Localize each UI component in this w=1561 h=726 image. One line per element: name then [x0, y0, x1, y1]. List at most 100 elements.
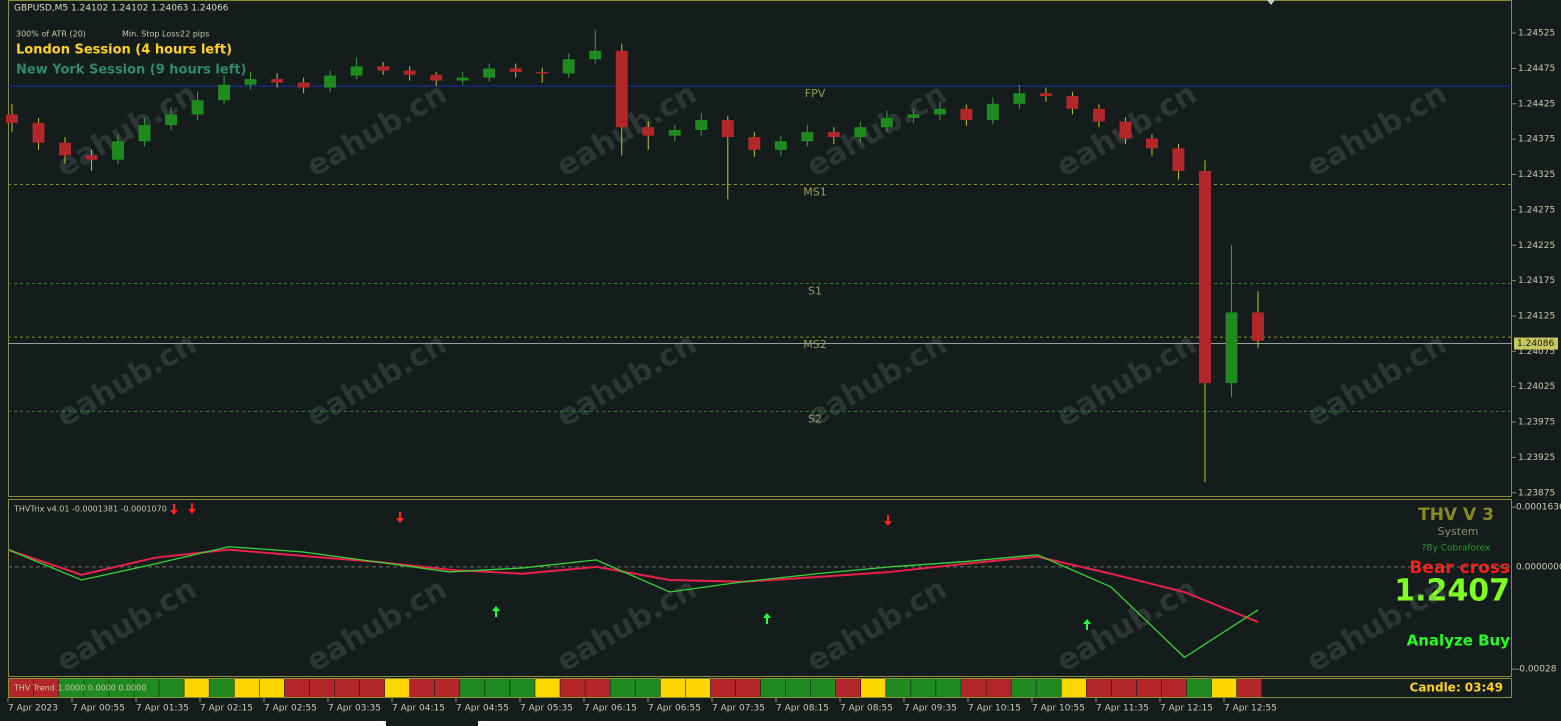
- level-label: S1: [808, 284, 822, 297]
- down-arrows: [170, 503, 892, 526]
- trend-block: [735, 679, 761, 697]
- trend-block: [59, 679, 84, 697]
- candle-body: [403, 70, 416, 75]
- candle-body: [218, 84, 231, 101]
- signal-price: 1.2407: [1394, 574, 1510, 609]
- trend-block: [309, 679, 335, 697]
- trend-block: [1061, 679, 1086, 697]
- y-tick-label: 1.24225: [1518, 241, 1555, 251]
- trend-block: [785, 679, 811, 697]
- trend-block: [560, 679, 585, 697]
- candle-body: [6, 114, 18, 123]
- y-tick-label: 1.23875: [1518, 488, 1555, 498]
- up-arrow: [1083, 619, 1091, 630]
- candle-body: [854, 127, 867, 138]
- trend-block: [435, 679, 460, 697]
- x-tick-label: 7 Apr 04:15: [392, 704, 445, 714]
- x-tick-label: 7 Apr 08:55: [840, 704, 893, 714]
- candle-body: [695, 120, 708, 130]
- trend-block: [886, 679, 911, 697]
- trend-block: [460, 679, 485, 697]
- down-arrow: [188, 503, 196, 514]
- y-tick-label: 1.24275: [1518, 205, 1555, 215]
- candle-body: [960, 108, 973, 121]
- candle-body: [1252, 312, 1264, 341]
- candle-body: [456, 77, 469, 81]
- level-label: MS1: [803, 185, 826, 198]
- analyze: Analyze Buy: [1407, 632, 1511, 650]
- price-label: 1.24086: [1517, 339, 1554, 349]
- signal: Bear cross: [1409, 558, 1510, 578]
- x-tick-label: 7 Apr 10:55: [1032, 704, 1085, 714]
- trend-block: [635, 679, 660, 697]
- trend-block: [810, 679, 836, 697]
- trend-block: [911, 679, 936, 697]
- main-frame: [8, 0, 1512, 497]
- candle-body: [721, 120, 734, 138]
- level-label: MS2: [803, 338, 826, 351]
- candle-body: [748, 137, 761, 150]
- trend-block: [861, 679, 886, 697]
- candle-body: [933, 108, 946, 115]
- x-tick-label: 7 Apr 07:35: [712, 704, 765, 714]
- down-arrow: [396, 512, 404, 523]
- y-tick-label: 1.24025: [1518, 382, 1555, 392]
- candle-body: [1145, 138, 1158, 149]
- trend-block: [585, 679, 610, 697]
- trend-block: [1236, 679, 1262, 697]
- tab-strip[interactable]: [0, 721, 386, 726]
- trend-block: [936, 679, 961, 697]
- x-tick-label: 7 Apr 02:15: [200, 704, 253, 714]
- trend-block: [134, 679, 159, 697]
- tab-strip[interactable]: [478, 721, 1561, 726]
- level-label: FPV: [805, 87, 826, 100]
- candle-body: [244, 79, 257, 85]
- trend-block: [1161, 679, 1187, 697]
- trend-block: [961, 679, 986, 697]
- candle-body: [907, 114, 920, 118]
- trend-block: [284, 679, 310, 697]
- down-arrow: [884, 515, 892, 526]
- x-tick-label: 7 Apr 11:35: [1096, 704, 1149, 714]
- trend-block: [209, 679, 234, 697]
- trend-block: [610, 679, 635, 697]
- trend-block: [1086, 679, 1112, 697]
- newyork-session: New York Session (9 hours left): [16, 63, 247, 78]
- trend-block: [685, 679, 711, 697]
- trend-block: [1036, 679, 1061, 697]
- london-session: London Session (4 hours left): [16, 43, 232, 58]
- up-arrow: [492, 606, 500, 617]
- trend-block: [259, 679, 285, 697]
- y-tick-label: -0.00028: [1516, 665, 1557, 675]
- x-tick-label: 7 Apr 10:15: [968, 704, 1021, 714]
- trend-block: [760, 679, 786, 697]
- y-tick-label: 1.24475: [1518, 64, 1555, 74]
- x-tick-label: 7 Apr 06:55: [648, 704, 701, 714]
- y-tick-label: 0.0001636: [1516, 503, 1561, 513]
- candle-body: [85, 155, 98, 160]
- symbol-title: GBPUSD,M5 1.24102 1.24102 1.24063 1.2406…: [14, 4, 229, 14]
- candle-body: [642, 127, 655, 136]
- x-tick-label: 7 Apr 08:15: [776, 704, 829, 714]
- trend-block: [1136, 679, 1162, 697]
- x-tick-label: 7 Apr 12:55: [1224, 704, 1277, 714]
- x-tick-label: 7 Apr 01:35: [136, 704, 189, 714]
- brand-system: System: [1437, 525, 1478, 538]
- candle-body: [801, 132, 814, 142]
- trend-block: [1186, 679, 1212, 697]
- trend-block: [34, 679, 59, 697]
- stop-label: Min. Stop Loss:: [122, 30, 182, 39]
- x-tick-label: 7 Apr 03:35: [328, 704, 381, 714]
- y-tick-label: 1.24175: [1518, 276, 1555, 286]
- candle-body: [59, 142, 71, 156]
- candle-body: [615, 50, 628, 128]
- stop-value: 22 pips: [180, 30, 209, 39]
- candle-timer: Candle: 03:49: [1410, 681, 1503, 695]
- candle-body: [112, 141, 125, 160]
- y-tick-label: 1.24375: [1518, 135, 1555, 145]
- y-tick-label: 1.24325: [1518, 170, 1555, 180]
- trend-block: [9, 679, 34, 697]
- up-arrows: [492, 606, 1091, 630]
- candle-body: [774, 141, 787, 150]
- candle-body: [483, 68, 496, 78]
